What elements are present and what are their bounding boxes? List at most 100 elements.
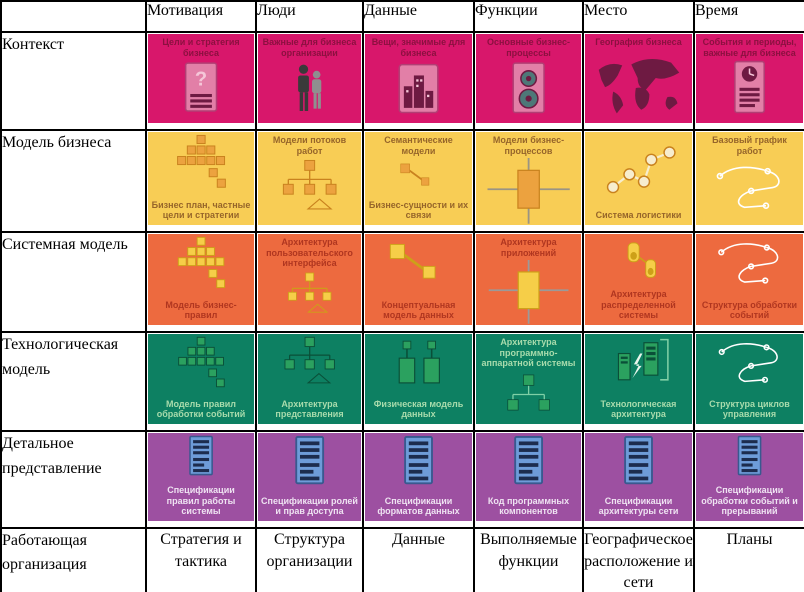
matrix-cell: Физическая модель данных: [362, 331, 475, 432]
cell-caption-top: Модели бизнес-процессов: [492, 135, 565, 156]
cell-block: События и периоды, важные для бизнеса: [696, 34, 803, 123]
footer-row: Работающая организация Стратегия и тактик…: [0, 527, 804, 592]
footer-cell: Географическое расположение и сети: [582, 527, 695, 592]
spec-document-icon: [148, 433, 254, 484]
cell-caption-bottom: Архитектура распределенной системы: [601, 289, 676, 321]
footer-cell: Структура организации: [255, 527, 364, 592]
cell-caption-bottom: Код программных компонентов: [487, 495, 570, 517]
footer-row-label: Работающая организация: [0, 527, 147, 592]
pyramid-icon: [148, 234, 254, 299]
row-label: Модель бизнеса: [0, 129, 147, 233]
matrix-cell: События и периоды, важные для бизнеса: [693, 31, 804, 131]
document-question-icon: ?: [148, 59, 254, 123]
matrix-row: Системная модель Модель бизнес-правил Архи…: [0, 231, 804, 333]
cell-block: Цели и стратегия бизнеса?: [148, 34, 254, 123]
matrix-cell: География бизнеса: [582, 31, 695, 131]
physical-data-icon: [365, 334, 472, 398]
matrix-cell: Вещи, значимые для бизнеса: [362, 31, 475, 131]
matrix-cell: Цели и стратегия бизнеса?: [145, 31, 257, 131]
cell-caption-top: События и периоды, важные для бизнеса: [702, 37, 797, 58]
spec-document-icon: [696, 433, 803, 484]
logistics-nodes-icon: [585, 132, 692, 209]
cell-caption-bottom: Структура обработки событий: [701, 299, 798, 321]
matrix-row: Технологическая модель Модель правил обра…: [0, 331, 804, 432]
matrix-cell: Код программных компонентов: [473, 430, 584, 529]
cell-caption-bottom: Структура циклов управления: [709, 398, 790, 420]
cell-caption-bottom: Спецификации правил работы системы: [166, 485, 236, 517]
matrix-cell: Спецификации ролей и прав доступа: [255, 430, 364, 529]
column-header: Данные: [362, 0, 475, 33]
cell-block: Структура циклов управления: [696, 334, 803, 424]
matrix-cell: Концептуальная модель данных: [362, 231, 475, 333]
cell-block: Спецификации обработки событий и прерыва…: [696, 433, 803, 521]
workflow-tree-icon: [258, 157, 361, 225]
cell-block: Физическая модель данных: [365, 334, 472, 424]
cell-caption-bottom: Спецификации обработки событий и прерыва…: [701, 485, 798, 517]
cell-block: Архитектура распределенной системы: [585, 234, 692, 325]
matrix-cell: Базовый график работ: [693, 129, 804, 233]
cell-caption-bottom: Концептуальная модель данных: [381, 299, 456, 321]
footer-cell: Стратегия и тактика: [145, 527, 257, 592]
svg-text:?: ?: [195, 69, 207, 91]
matrix-cell: Бизнес план, частные цели и стратегии: [145, 129, 257, 233]
matrix-cell: Архитектура приложений: [473, 231, 584, 333]
cell-caption-bottom: Спецификации ролей и прав доступа: [261, 495, 358, 517]
document-gears-icon: [476, 59, 581, 123]
cell-caption-top: Базовый график работ: [712, 135, 787, 156]
sketch-icon: [696, 157, 803, 225]
document-clock-icon: [696, 59, 803, 123]
sketch-icon: [696, 234, 803, 299]
matrix-cell: Структура циклов управления: [693, 331, 804, 432]
column-header: Время: [693, 0, 804, 33]
footer-cell: Выполняемые функции: [473, 527, 584, 592]
cell-block: Архитектура приложений: [476, 234, 581, 325]
matrix-row: Детальное представление Спецификации прав…: [0, 430, 804, 529]
matrix-cell: Архитектура распределенной системы: [582, 231, 695, 333]
cell-block: Архитектура представления: [258, 334, 361, 424]
cell-caption-top: Цели и стратегия бизнеса: [162, 37, 240, 58]
column-header: Место: [582, 0, 695, 33]
column-header: Мотивация: [145, 0, 257, 33]
cell-block: Семантические модели Бизнес-сущности и их…: [365, 132, 472, 225]
pyramid-icon: [148, 334, 254, 398]
cell-block: Базовый график работ: [696, 132, 803, 225]
cell-caption-top: Важные для бизнеса организации: [262, 37, 357, 58]
cell-caption-bottom: Бизнес-сущности и их связи: [368, 199, 469, 221]
spec-document-icon: [365, 433, 472, 495]
process-cross-icon: [476, 259, 581, 325]
cell-caption-bottom: Система логистики: [595, 210, 682, 221]
cell-block: Архитектура программно-аппаратной систем…: [476, 334, 581, 424]
sketch-icon: [696, 334, 803, 398]
column-header: Функции: [473, 0, 584, 33]
workflow-tree-icon: [258, 334, 361, 398]
cell-caption-top: География бизнеса: [595, 37, 682, 47]
matrix-cell: Архитектура пользовательского интерфейса: [255, 231, 364, 333]
spec-document-icon: [476, 433, 581, 495]
cell-caption-bottom: Архитектура представления: [275, 398, 344, 420]
cell-caption-top: Семантические модели: [384, 135, 453, 156]
matrix-cell: Спецификации обработки событий и прерыва…: [693, 430, 804, 529]
matrix-cell: Модели бизнес-процессов: [473, 129, 584, 233]
cell-block: Основные бизнес-процессы: [476, 34, 581, 123]
cell-block: Модель бизнес-правил: [148, 234, 254, 325]
cell-caption-top: Архитектура программно-аппаратной систем…: [481, 337, 576, 369]
cell-block: Спецификации правил работы системы: [148, 433, 254, 521]
linked-entities-icon: [365, 234, 472, 299]
cell-block: Технологическая архитектура: [585, 334, 692, 424]
footer-cell: Данные: [362, 527, 475, 592]
cell-block: Спецификации ролей и прав доступа: [258, 433, 361, 521]
row-label: Контекст: [0, 31, 147, 131]
row-label: Детальное представление: [0, 430, 147, 529]
cell-caption-top: Вещи, значимые для бизнеса: [371, 37, 466, 58]
cell-block: Код программных компонентов: [476, 433, 581, 521]
cell-caption-top: Модели потоков работ: [272, 135, 347, 156]
cell-caption-bottom: Спецификации форматов данных: [377, 495, 460, 517]
distributed-devices-icon: [585, 234, 692, 288]
corner-cell: [0, 0, 147, 33]
cell-block: Бизнес план, частные цели и стратегии: [148, 132, 254, 225]
matrix-row: Контекст Цели и стратегия бизнеса? Важные …: [0, 31, 804, 131]
header-row: Мотивация Люди Данные Функции Место Время: [0, 0, 804, 33]
world-map-icon: [585, 49, 692, 123]
